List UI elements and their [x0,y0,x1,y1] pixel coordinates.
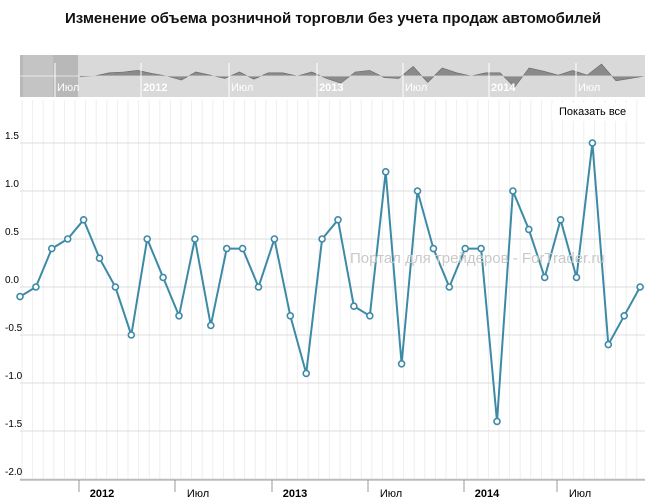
data-point [222,244,231,253]
plot-area [16,139,644,426]
navigator-label: Июл [57,82,79,94]
data-point [95,254,104,263]
data-point [79,216,88,224]
y-tick-label: -1.0 [5,371,23,382]
x-tick-label: Июл [380,488,402,500]
show-all-button[interactable]: Показать все [552,103,634,121]
data-point [286,311,295,320]
data-point [636,283,644,291]
y-tick-label: -0.5 [5,323,23,334]
x-tick-label: 2013 [283,488,307,500]
data-point [32,283,40,291]
data-point [524,225,533,234]
data-point [493,417,501,426]
data-point [111,283,120,291]
navigator-label: Июл [231,82,253,94]
data-point [254,283,263,291]
data-point [270,235,279,243]
data-point [318,235,326,243]
data-point [365,311,374,320]
data-point [143,235,151,243]
data-point [207,321,215,330]
chart-grid [20,100,645,480]
data-point [540,273,549,282]
data-point [191,235,199,243]
x-tick-label: Июл [187,488,209,500]
navigator-label: Июл [405,82,427,94]
chart-axes: 1.5 1.0 0.5 0.0 -0.5 -1.0 -1.5 -2.0 2012 Июл 2013 И… [5,131,645,500]
navigator-label: Июл [578,82,600,94]
data-point [127,331,136,339]
data-point [63,235,72,243]
y-tick-label: 1.0 [5,179,19,190]
data-point [588,139,597,147]
data-point [413,187,422,195]
y-tick-label: -1.5 [5,419,23,430]
data-point [445,283,454,291]
series-line [19,142,641,422]
data-point [159,273,167,282]
y-tick-label: 1.5 [5,131,19,142]
x-tick-label: 2014 [475,488,500,500]
data-point [556,216,565,224]
navigator-panel[interactable]: Июл 2012 Июл 2013 Июл 2014 Июл [20,55,646,97]
data-point [47,244,56,253]
navigator-label: 2014 [491,82,516,94]
data-point [381,168,390,176]
data-point [572,273,581,282]
watermark-text: Портал для трейдеров - ForTrader.ru [350,250,605,267]
x-tick-label: Июл [569,488,591,500]
data-point [477,244,485,253]
data-point [238,244,247,253]
data-point [620,311,629,320]
y-tick-label: -2.0 [5,467,23,478]
navigator-label: 2012 [143,82,167,94]
y-tick-label: 0.5 [5,227,19,238]
navigator-label: 2013 [319,82,343,94]
data-point [397,359,406,368]
y-tick-label: 0.0 [5,275,19,286]
data-point [604,340,613,349]
data-point [175,311,183,320]
data-point [509,187,517,195]
data-point [302,369,311,378]
data-point [429,244,438,253]
x-tick-label: 2012 [90,488,114,500]
chart-title: Изменение объема розничной торговли без … [64,10,602,27]
data-point [461,244,470,253]
data-point [16,292,24,301]
data-point [334,216,342,224]
data-point [350,302,358,311]
